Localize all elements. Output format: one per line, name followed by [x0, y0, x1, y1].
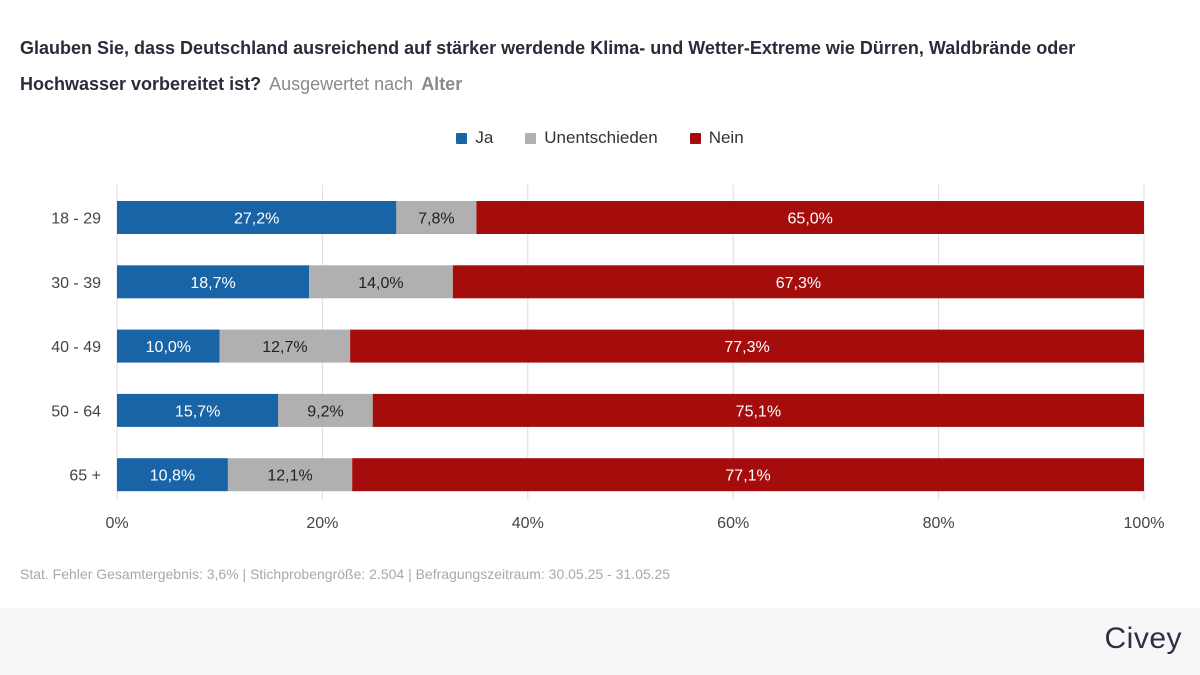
bar-segment-unentschieden[interactable] — [309, 265, 453, 299]
footer-bar: Civey — [0, 608, 1200, 675]
bar-segment-ja[interactable] — [117, 265, 310, 299]
x-tick-label: 0% — [105, 515, 128, 532]
bar-segment-nein[interactable] — [372, 393, 1144, 427]
legend-item-unentschieden[interactable]: Unentschieden — [525, 128, 658, 148]
bar-segment-nein[interactable] — [476, 201, 1144, 234]
data-label-unentschieden: 12,1% — [267, 468, 312, 485]
data-label-ja: 10,8% — [150, 468, 195, 485]
x-tick-label: 20% — [306, 515, 338, 532]
legend-swatch-unentschieden — [525, 132, 537, 144]
data-label-ja: 15,7% — [175, 403, 220, 420]
title-sub-label: Ausgewertet nach — [269, 74, 414, 94]
data-label-nein: 77,3% — [724, 339, 769, 356]
title-sub-value[interactable]: Alter — [421, 74, 463, 94]
bar-segment-unentschieden[interactable] — [227, 458, 353, 492]
data-label-unentschieden: 9,2% — [307, 403, 343, 420]
bar-segment-ja[interactable] — [117, 201, 397, 234]
legend-item-nein[interactable]: Nein — [689, 128, 744, 148]
data-label-unentschieden: 12,7% — [262, 339, 307, 356]
bar-segment-unentschieden[interactable] — [219, 329, 351, 363]
x-tick-label: 60% — [717, 515, 749, 532]
legend-swatch-ja — [456, 132, 468, 144]
footnote: Stat. Fehler Gesamtergebnis: 3,6% | Stic… — [20, 566, 671, 582]
x-tick-label: 100% — [1124, 515, 1165, 532]
y-category-label: 30 - 39 — [51, 275, 101, 292]
data-label-unentschieden: 14,0% — [358, 275, 403, 292]
y-category-label: 18 - 29 — [51, 211, 101, 228]
legend-label-unentschieden: Unentschieden — [544, 128, 658, 147]
data-label-nein: 77,1% — [725, 468, 770, 485]
data-label-nein: 67,3% — [776, 275, 821, 292]
bar-segment-nein[interactable] — [352, 458, 1145, 492]
data-label-nein: 65,0% — [788, 211, 833, 228]
stacked-bar-chart: 0% 20% 40% 60% 80% 100% 18 - 29 27,2% 7,8% 65,0% 3… — [51, 185, 1165, 532]
bar-segment-ja[interactable] — [117, 329, 220, 363]
x-tick-label: 80% — [923, 515, 955, 532]
data-label-ja: 18,7% — [190, 275, 235, 292]
bar-segment-unentschieden[interactable] — [278, 393, 373, 427]
title-main: Glauben Sie, dass Deutschland ausreichen… — [20, 38, 1076, 94]
legend-label-ja: Ja — [475, 128, 494, 147]
legend-swatch-nein — [689, 132, 701, 144]
bar-segment-ja[interactable] — [117, 458, 228, 492]
bar-segment-unentschieden[interactable] — [396, 201, 477, 234]
data-label-ja: 10,0% — [146, 339, 191, 356]
data-label-unentschieden: 7,8% — [418, 211, 454, 228]
bar-segment-ja[interactable] — [117, 393, 279, 427]
x-tick-label: 40% — [512, 515, 544, 532]
bar-segment-nein[interactable] — [350, 329, 1144, 363]
legend-item-ja[interactable]: Ja — [456, 128, 493, 148]
chart-legend: Ja Unentschieden Nein — [0, 128, 1200, 148]
civey-logo[interactable]: Civey — [1104, 622, 1182, 655]
y-category-label: 50 - 64 — [51, 403, 101, 420]
y-category-label: 40 - 49 — [51, 339, 101, 356]
legend-label-nein: Nein — [708, 128, 744, 147]
y-category-label: 65 + — [69, 468, 101, 485]
chart-title: Glauben Sie, dass Deutschland ausreichen… — [20, 30, 1170, 102]
data-label-ja: 27,2% — [234, 211, 279, 228]
bar-segment-nein[interactable] — [452, 265, 1145, 299]
data-label-nein: 75,1% — [736, 403, 781, 420]
